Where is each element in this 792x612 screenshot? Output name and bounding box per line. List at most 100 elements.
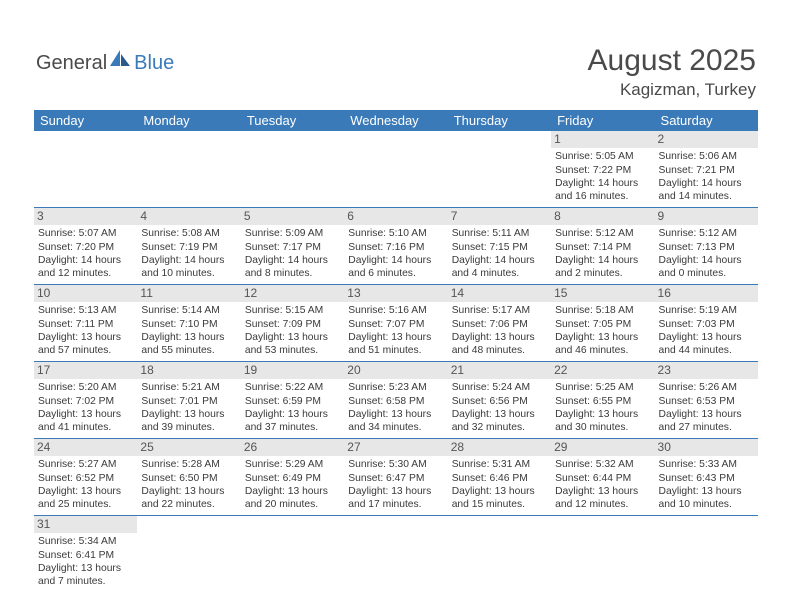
day-header-sun: Sunday (34, 110, 137, 131)
week-row: 17Sunrise: 5:20 AMSunset: 7:02 PMDayligh… (34, 362, 758, 439)
location: Kagizman, Turkey (588, 80, 756, 100)
sunrise-text: Sunrise: 5:28 AM (141, 458, 236, 471)
sunset-text: Sunset: 6:53 PM (659, 395, 754, 408)
daylight-text: Daylight: 13 hours and 17 minutes. (348, 485, 443, 511)
day-number: 18 (137, 362, 240, 379)
sunset-text: Sunset: 7:02 PM (38, 395, 133, 408)
sunset-text: Sunset: 7:09 PM (245, 318, 340, 331)
sunset-text: Sunset: 7:19 PM (141, 241, 236, 254)
day-number: 2 (655, 131, 758, 148)
sunrise-text: Sunrise: 5:30 AM (348, 458, 443, 471)
calendar-cell: 5Sunrise: 5:09 AMSunset: 7:17 PMDaylight… (241, 208, 344, 284)
sunrise-text: Sunrise: 5:22 AM (245, 381, 340, 394)
logo-text-blue: Blue (134, 52, 174, 75)
day-number: 28 (448, 439, 551, 456)
sunset-text: Sunset: 7:16 PM (348, 241, 443, 254)
sunset-text: Sunset: 7:14 PM (555, 241, 650, 254)
day-number: 9 (655, 208, 758, 225)
daylight-text: Daylight: 13 hours and 27 minutes. (659, 408, 754, 434)
sunset-text: Sunset: 7:07 PM (348, 318, 443, 331)
sunset-text: Sunset: 6:59 PM (245, 395, 340, 408)
daylight-text: Daylight: 13 hours and 34 minutes. (348, 408, 443, 434)
calendar-cell: 28Sunrise: 5:31 AMSunset: 6:46 PMDayligh… (448, 439, 551, 515)
calendar-cell (241, 516, 344, 592)
sunrise-text: Sunrise: 5:18 AM (555, 304, 650, 317)
calendar-cell: 20Sunrise: 5:23 AMSunset: 6:58 PMDayligh… (344, 362, 447, 438)
day-number: 29 (551, 439, 654, 456)
calendar-cell: 2Sunrise: 5:06 AMSunset: 7:21 PMDaylight… (655, 131, 758, 207)
daylight-text: Daylight: 14 hours and 8 minutes. (245, 254, 340, 280)
calendar-cell (655, 516, 758, 592)
day-number: 27 (344, 439, 447, 456)
calendar-cell (448, 516, 551, 592)
calendar: Sunday Monday Tuesday Wednesday Thursday… (34, 110, 758, 592)
week-row: 24Sunrise: 5:27 AMSunset: 6:52 PMDayligh… (34, 439, 758, 516)
calendar-cell: 7Sunrise: 5:11 AMSunset: 7:15 PMDaylight… (448, 208, 551, 284)
day-number: 1 (551, 131, 654, 148)
sunrise-text: Sunrise: 5:09 AM (245, 227, 340, 240)
sunset-text: Sunset: 7:06 PM (452, 318, 547, 331)
daylight-text: Daylight: 14 hours and 2 minutes. (555, 254, 650, 280)
sunset-text: Sunset: 6:46 PM (452, 472, 547, 485)
sunset-text: Sunset: 6:55 PM (555, 395, 650, 408)
calendar-cell: 14Sunrise: 5:17 AMSunset: 7:06 PMDayligh… (448, 285, 551, 361)
sunrise-text: Sunrise: 5:06 AM (659, 150, 754, 163)
daylight-text: Daylight: 13 hours and 7 minutes. (38, 562, 133, 588)
daylight-text: Daylight: 14 hours and 6 minutes. (348, 254, 443, 280)
calendar-cell: 26Sunrise: 5:29 AMSunset: 6:49 PMDayligh… (241, 439, 344, 515)
day-number (448, 131, 551, 148)
calendar-cell: 25Sunrise: 5:28 AMSunset: 6:50 PMDayligh… (137, 439, 240, 515)
day-number: 31 (34, 516, 137, 533)
sunrise-text: Sunrise: 5:16 AM (348, 304, 443, 317)
day-header-row: Sunday Monday Tuesday Wednesday Thursday… (34, 110, 758, 131)
sunset-text: Sunset: 7:22 PM (555, 164, 650, 177)
day-number: 11 (137, 285, 240, 302)
sunrise-text: Sunrise: 5:12 AM (659, 227, 754, 240)
day-number (34, 131, 137, 148)
sunset-text: Sunset: 6:44 PM (555, 472, 650, 485)
sunrise-text: Sunrise: 5:21 AM (141, 381, 236, 394)
logo-sail-icon (110, 50, 132, 71)
day-number: 10 (34, 285, 137, 302)
day-number: 13 (344, 285, 447, 302)
sunrise-text: Sunrise: 5:12 AM (555, 227, 650, 240)
day-number (551, 516, 654, 533)
calendar-cell: 12Sunrise: 5:15 AMSunset: 7:09 PMDayligh… (241, 285, 344, 361)
day-number (655, 516, 758, 533)
day-number: 23 (655, 362, 758, 379)
calendar-cell: 31Sunrise: 5:34 AMSunset: 6:41 PMDayligh… (34, 516, 137, 592)
daylight-text: Daylight: 13 hours and 25 minutes. (38, 485, 133, 511)
day-header-thu: Thursday (448, 110, 551, 131)
calendar-cell: 21Sunrise: 5:24 AMSunset: 6:56 PMDayligh… (448, 362, 551, 438)
day-number (137, 131, 240, 148)
calendar-cell: 3Sunrise: 5:07 AMSunset: 7:20 PMDaylight… (34, 208, 137, 284)
daylight-text: Daylight: 14 hours and 4 minutes. (452, 254, 547, 280)
daylight-text: Daylight: 13 hours and 30 minutes. (555, 408, 650, 434)
day-number (344, 516, 447, 533)
day-number: 12 (241, 285, 344, 302)
calendar-cell (241, 131, 344, 207)
sunrise-text: Sunrise: 5:11 AM (452, 227, 547, 240)
day-number: 24 (34, 439, 137, 456)
daylight-text: Daylight: 13 hours and 57 minutes. (38, 331, 133, 357)
month-title: August 2025 (588, 44, 756, 78)
calendar-cell: 27Sunrise: 5:30 AMSunset: 6:47 PMDayligh… (344, 439, 447, 515)
sunset-text: Sunset: 7:01 PM (141, 395, 236, 408)
daylight-text: Daylight: 13 hours and 37 minutes. (245, 408, 340, 434)
calendar-cell: 23Sunrise: 5:26 AMSunset: 6:53 PMDayligh… (655, 362, 758, 438)
calendar-cell: 30Sunrise: 5:33 AMSunset: 6:43 PMDayligh… (655, 439, 758, 515)
calendar-cell (137, 516, 240, 592)
day-header-tue: Tuesday (241, 110, 344, 131)
sunset-text: Sunset: 6:56 PM (452, 395, 547, 408)
sunrise-text: Sunrise: 5:19 AM (659, 304, 754, 317)
day-number (241, 516, 344, 533)
calendar-cell: 16Sunrise: 5:19 AMSunset: 7:03 PMDayligh… (655, 285, 758, 361)
week-row: 31Sunrise: 5:34 AMSunset: 6:41 PMDayligh… (34, 516, 758, 592)
day-number: 21 (448, 362, 551, 379)
calendar-cell: 19Sunrise: 5:22 AMSunset: 6:59 PMDayligh… (241, 362, 344, 438)
calendar-cell: 29Sunrise: 5:32 AMSunset: 6:44 PMDayligh… (551, 439, 654, 515)
calendar-cell: 15Sunrise: 5:18 AMSunset: 7:05 PMDayligh… (551, 285, 654, 361)
sunset-text: Sunset: 7:15 PM (452, 241, 547, 254)
sunrise-text: Sunrise: 5:07 AM (38, 227, 133, 240)
sunset-text: Sunset: 7:20 PM (38, 241, 133, 254)
